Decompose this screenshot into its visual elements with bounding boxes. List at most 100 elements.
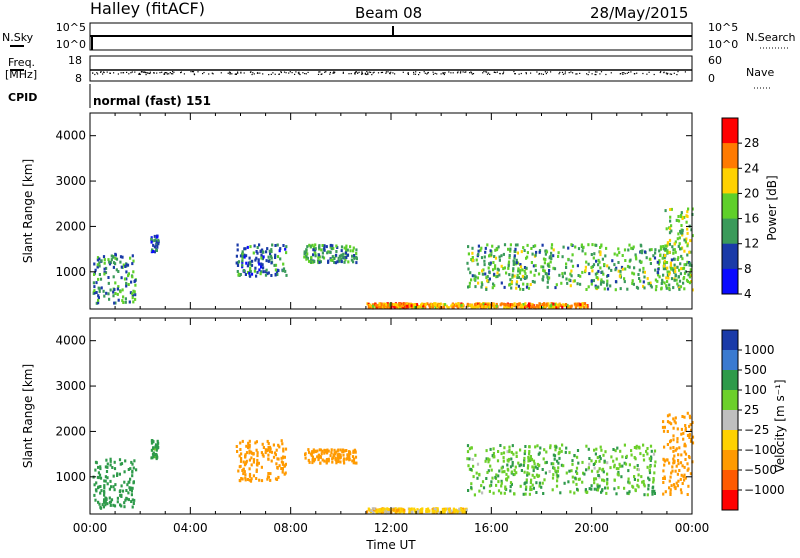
echo-cell xyxy=(536,304,539,308)
echo-cell xyxy=(107,292,110,296)
echo-cell xyxy=(664,209,667,213)
echo-cell xyxy=(256,463,259,467)
echo-cell xyxy=(323,246,326,250)
echo-cell xyxy=(558,447,561,451)
echo-cell xyxy=(132,259,135,263)
echo-cell xyxy=(493,272,496,276)
echo-cell xyxy=(314,254,317,258)
echo-cell xyxy=(456,510,459,514)
echo-cell xyxy=(578,305,581,308)
echo-cell xyxy=(109,500,112,504)
echo-cell xyxy=(284,447,288,451)
echo-cell xyxy=(403,302,406,306)
echo-cell xyxy=(305,255,308,259)
colorbar-segment xyxy=(722,410,738,431)
echo-cell xyxy=(683,442,686,446)
echo-cell xyxy=(635,446,638,450)
echo-cell xyxy=(366,510,369,514)
echo-cell xyxy=(554,286,557,290)
echo-cell xyxy=(121,299,124,303)
echo-cell xyxy=(472,475,475,479)
echo-cell xyxy=(684,240,687,244)
echo-cell xyxy=(672,457,675,461)
echo-cell xyxy=(421,302,424,306)
echo-cell xyxy=(112,294,115,298)
echo-cell xyxy=(606,486,609,490)
echo-cell xyxy=(555,484,559,488)
echo-cell xyxy=(276,255,280,259)
echo-cell xyxy=(485,276,488,280)
echo-cell xyxy=(639,279,642,283)
echo-cell xyxy=(558,456,561,460)
echo-cell xyxy=(132,466,135,470)
echo-cell xyxy=(596,271,599,275)
echo-cell xyxy=(510,306,514,310)
nave-point xyxy=(334,71,336,73)
echo-cell xyxy=(640,260,643,264)
echo-cell xyxy=(127,274,130,278)
echo-cell xyxy=(104,479,107,483)
echo-cell xyxy=(370,509,373,513)
nave-point xyxy=(459,72,462,74)
echo-cell xyxy=(285,245,288,249)
echo-cell xyxy=(457,302,460,306)
echo-cell xyxy=(491,244,494,248)
colorbar-segment xyxy=(722,350,738,371)
echo-cell xyxy=(110,498,114,502)
echo-cell xyxy=(236,450,239,453)
echo-cell xyxy=(106,482,109,486)
echo-cell xyxy=(474,285,477,289)
echo-cell xyxy=(584,489,587,493)
echo-cell xyxy=(354,449,357,453)
echo-cell xyxy=(352,249,355,253)
nave-point xyxy=(295,71,297,73)
echo-cell xyxy=(673,454,676,458)
echo-cell xyxy=(506,458,509,462)
echo-cell xyxy=(620,475,623,479)
echo-cell xyxy=(597,263,600,267)
echo-cell xyxy=(686,260,689,264)
echo-cell xyxy=(251,451,254,455)
nave-point xyxy=(212,73,214,75)
echo-cell xyxy=(349,245,352,249)
nave-point xyxy=(630,71,632,73)
echo-cell xyxy=(151,239,154,243)
echo-cell xyxy=(374,509,377,513)
echo-cell xyxy=(102,289,105,293)
nave-point xyxy=(138,73,140,75)
nave-point xyxy=(670,73,673,75)
echo-cell xyxy=(525,305,528,308)
echo-cell xyxy=(584,488,587,492)
echo-cell xyxy=(577,274,580,277)
echo-cell xyxy=(654,248,657,252)
echo-cell xyxy=(639,452,642,456)
echo-cell xyxy=(125,263,128,267)
echo-cell xyxy=(653,492,656,495)
echo-cell xyxy=(132,270,135,274)
echo-cell xyxy=(537,474,540,478)
echo-cell xyxy=(671,469,674,473)
echo-cell xyxy=(269,252,272,256)
echo-cell xyxy=(646,452,649,456)
echo-cell xyxy=(483,263,486,267)
echo-cell xyxy=(544,249,547,253)
echo-cell xyxy=(681,257,684,261)
nave-point xyxy=(442,73,444,75)
echo-cell xyxy=(458,511,461,515)
echo-cell xyxy=(518,271,522,275)
echo-cell xyxy=(512,262,515,266)
nsky-label: N.Sky xyxy=(2,31,34,44)
nave-point xyxy=(361,72,363,74)
echo-cell xyxy=(676,237,679,241)
nave-point xyxy=(457,71,459,73)
colorbar-tick-label: −100 xyxy=(744,443,777,457)
nave-point xyxy=(149,71,151,73)
colorbar-segment xyxy=(722,243,738,270)
nave-point xyxy=(149,72,151,75)
echo-cell xyxy=(520,469,523,472)
echo-cell xyxy=(601,270,604,274)
echo-cell xyxy=(451,303,454,307)
nave-point xyxy=(126,71,128,73)
echo-cell xyxy=(673,278,676,282)
echo-cell xyxy=(153,245,156,249)
